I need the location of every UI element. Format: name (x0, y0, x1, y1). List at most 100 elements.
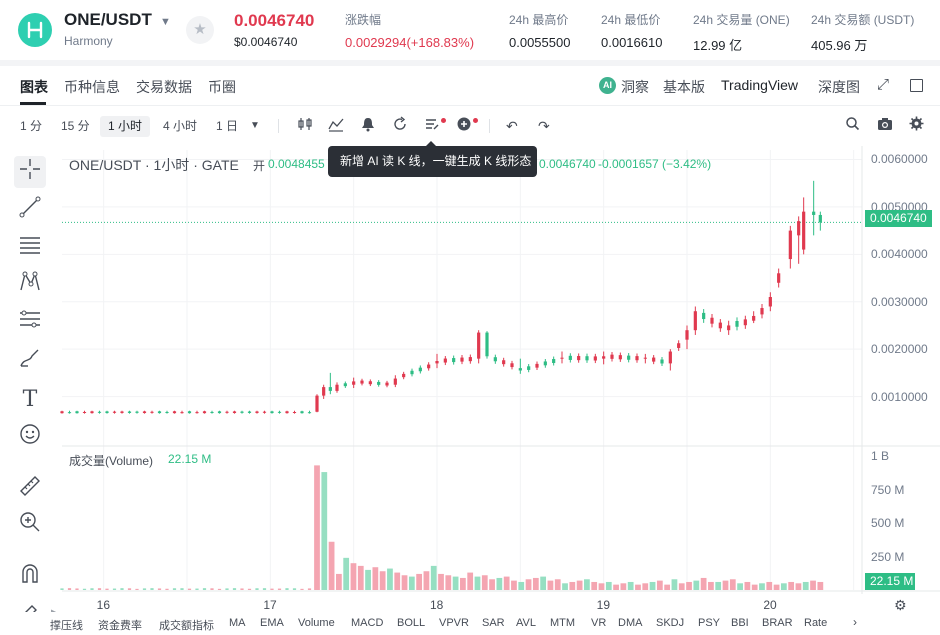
favorite-star-icon[interactable]: ★ (186, 16, 214, 44)
indicator-8[interactable]: VPVR (439, 617, 469, 629)
volume-bar (467, 572, 474, 590)
stat-label: 涨跌幅 (345, 13, 382, 27)
settings-gear-icon[interactable] (909, 116, 924, 136)
volume-bar (591, 581, 598, 590)
volume-bar (165, 588, 169, 590)
indicator-1[interactable]: 资金费率 (98, 620, 142, 632)
horizontal-lines-icon[interactable] (14, 233, 46, 265)
pattern-tool-icon[interactable] (14, 270, 46, 302)
volume-bar (635, 584, 641, 590)
tab-chart[interactable]: 图表 (20, 79, 48, 95)
indicator-14[interactable]: SKDJ (656, 617, 685, 629)
volume-bar (518, 581, 525, 590)
zoom-in-icon[interactable] (14, 510, 46, 542)
stat-value: 0.0029294(+168.83%) (345, 35, 475, 50)
indicator-2[interactable]: 成交额指标 (159, 620, 214, 632)
candle-body (402, 373, 406, 378)
candle-type-icon[interactable] (297, 116, 313, 137)
axis-settings-icon[interactable]: ⚙ (894, 597, 907, 613)
indicator-0[interactable]: 撑压线 (50, 620, 83, 632)
indicator-11[interactable]: MTM (550, 617, 576, 629)
magnet-icon[interactable] (14, 562, 46, 594)
chart-toolbar: 1 分 15 分 1 小时 4 小时 1 日 ▼ ↶ ↷ (0, 110, 940, 142)
volume-bar (664, 584, 671, 590)
tab-basic[interactable]: 基本版 (663, 79, 705, 95)
indicator-10[interactable]: AVL (516, 617, 536, 629)
camera-icon[interactable] (877, 116, 893, 136)
search-icon[interactable] (845, 116, 860, 136)
interval-4h[interactable]: 4 小时 (163, 119, 198, 133)
window-icon[interactable] (910, 79, 923, 92)
candle-body (195, 412, 199, 414)
indicator-3[interactable]: MA (229, 617, 246, 629)
indicator-6[interactable]: MACD (351, 617, 384, 629)
candle-body (360, 380, 364, 384)
redo-icon[interactable]: ↷ (538, 118, 550, 134)
tab-trade-data[interactable]: 交易数据 (136, 79, 192, 95)
last-price: 0.0046740 (234, 11, 315, 30)
candle-body (543, 361, 547, 366)
trend-line-icon[interactable] (14, 195, 46, 227)
interval-1h[interactable]: 1 小时 (100, 116, 151, 137)
crosshair-icon[interactable] (14, 156, 46, 188)
pair-selector[interactable]: ONE/USDT (64, 10, 152, 29)
volume-bar (105, 588, 109, 590)
interval-dropdown-icon[interactable]: ▼ (250, 120, 260, 131)
interval-1m[interactable]: 1 分 (20, 119, 43, 133)
candle-body (135, 411, 139, 413)
candle-body (702, 312, 706, 320)
brush-icon[interactable] (14, 346, 46, 378)
indicator-18[interactable]: Rate (804, 617, 828, 629)
harmony-logo-icon (18, 13, 52, 47)
tab-community[interactable]: 币圈 (208, 79, 236, 95)
volume-bar (686, 581, 692, 590)
add-icon[interactable] (456, 116, 472, 137)
ai-pattern-icon[interactable] (424, 116, 440, 137)
volume-tick-label: 500 M (871, 516, 905, 530)
volume-bar (511, 580, 517, 590)
indicator-15[interactable]: PSY (698, 617, 721, 629)
ai-insight-icon[interactable]: AI (599, 77, 616, 94)
fib-tool-icon[interactable] (14, 308, 46, 340)
interval-1d[interactable]: 1 日 (216, 119, 239, 133)
tab-depth[interactable]: 深度图 (818, 79, 860, 95)
caret-down-icon[interactable]: ▼ (160, 16, 171, 28)
volume-bar (744, 581, 751, 590)
candle-body (393, 378, 397, 385)
replay-icon[interactable] (392, 116, 408, 137)
interval-15m[interactable]: 15 分 (61, 119, 90, 133)
scroll-right-icon[interactable]: › (853, 615, 857, 629)
volume-bar (408, 576, 415, 590)
indicator-4[interactable]: EMA (260, 617, 284, 629)
indicators-icon[interactable] (328, 116, 344, 137)
indicator-12[interactable]: VR (591, 617, 607, 629)
x-tick-label: 20 (763, 598, 777, 612)
candle-body (643, 357, 647, 359)
candle-body (777, 273, 781, 283)
emoji-icon[interactable] (14, 422, 46, 454)
tab-insight[interactable]: 洞察 (621, 79, 649, 95)
text-tool-icon[interactable]: T (22, 387, 38, 412)
ruler-icon[interactable] (14, 474, 46, 506)
volume-bar (321, 472, 328, 590)
indicator-13[interactable]: DMA (618, 617, 643, 629)
tab-tradingview[interactable]: TradingView (721, 77, 799, 93)
undo-icon[interactable]: ↶ (506, 118, 518, 134)
candle-body (527, 366, 531, 370)
ticker-header: ONE/USDT ▼ Harmony ★ 0.0046740 $0.004674… (0, 0, 940, 60)
indicator-17[interactable]: BRAR (762, 617, 793, 629)
volume-bar (372, 567, 379, 590)
indicator-16[interactable]: BBI (731, 617, 749, 629)
indicator-7[interactable]: BOLL (397, 617, 426, 629)
alert-icon[interactable] (361, 116, 375, 137)
indicator-5[interactable]: Volume (298, 617, 335, 629)
volume-bar (474, 576, 481, 590)
indicator-9[interactable]: SAR (482, 617, 505, 629)
expand-icon[interactable]: ⤢ (877, 76, 890, 93)
candle-body (202, 411, 207, 414)
candle-body (232, 411, 237, 414)
tab-coin-info[interactable]: 币种信息 (64, 79, 120, 95)
volume-bar (350, 563, 357, 590)
volume-bar (423, 571, 430, 590)
